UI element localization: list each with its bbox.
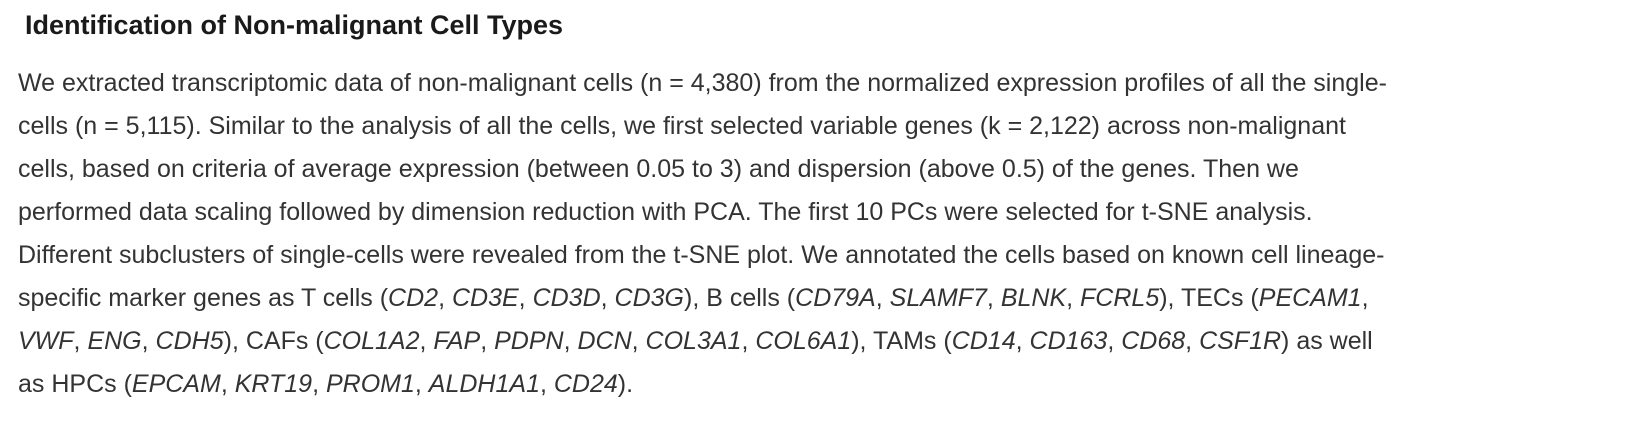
text-run: , bbox=[480, 327, 495, 355]
gene-name: PROM1 bbox=[325, 370, 415, 398]
text-run: Different subclusters of single-cells we… bbox=[18, 241, 1385, 269]
gene-name: ENG bbox=[87, 327, 142, 355]
text-run: , bbox=[1185, 327, 1200, 355]
paragraph-line: performed data scaling followed by dimen… bbox=[18, 191, 1618, 234]
gene-name: CD24 bbox=[553, 370, 618, 398]
gene-name: FAP bbox=[433, 327, 481, 355]
text-run: performed data scaling followed by dimen… bbox=[18, 198, 1313, 226]
text-run: , bbox=[631, 327, 646, 355]
text-run: , bbox=[414, 370, 429, 398]
text-run: , bbox=[73, 327, 88, 355]
text-run: , bbox=[312, 370, 326, 398]
gene-name: DCN bbox=[577, 327, 632, 355]
gene-name: FCRL5 bbox=[1080, 284, 1160, 312]
text-run: as HPCs ( bbox=[18, 370, 132, 398]
gene-name: PECAM1 bbox=[1258, 284, 1362, 312]
text-run: , bbox=[600, 284, 615, 312]
text-run: cells, based on criteria of average expr… bbox=[18, 155, 1299, 183]
text-run: , bbox=[563, 327, 578, 355]
text-run: ), CAFs ( bbox=[223, 327, 324, 355]
gene-name: CD3E bbox=[451, 284, 519, 312]
text-run: specific marker genes as T cells ( bbox=[18, 284, 389, 312]
text-run: , bbox=[518, 284, 533, 312]
gene-name: CD3G bbox=[614, 284, 685, 312]
text-run: , bbox=[141, 327, 156, 355]
paragraph-line: Different subclusters of single-cells we… bbox=[18, 234, 1618, 277]
text-run: , bbox=[438, 284, 452, 312]
gene-name: COL1A2 bbox=[323, 327, 420, 355]
section-paragraph: We extracted transcriptomic data of non-… bbox=[18, 62, 1618, 406]
gene-name: CD163 bbox=[1029, 327, 1108, 355]
gene-name: BLNK bbox=[1000, 284, 1067, 312]
gene-name: CD2 bbox=[388, 284, 439, 312]
gene-name: EPCAM bbox=[131, 370, 221, 398]
gene-name: CD79A bbox=[795, 284, 876, 312]
text-run: , bbox=[875, 284, 890, 312]
paragraph-line: cells, based on criteria of average expr… bbox=[18, 148, 1618, 191]
gene-name: VWF bbox=[18, 327, 74, 355]
text-run: , bbox=[1107, 327, 1122, 355]
text-run: ), B cells ( bbox=[684, 284, 796, 312]
gene-name: CD68 bbox=[1121, 327, 1186, 355]
gene-name: CD14 bbox=[951, 327, 1016, 355]
text-run: ). bbox=[617, 370, 634, 398]
paragraph-line: specific marker genes as T cells (CD2, C… bbox=[18, 277, 1618, 320]
text-run: , bbox=[1015, 327, 1030, 355]
gene-name: CD3D bbox=[532, 284, 601, 312]
gene-name: ALDH1A1 bbox=[428, 370, 540, 398]
gene-name: COL6A1 bbox=[755, 327, 852, 355]
gene-name: SLAMF7 bbox=[889, 284, 987, 312]
text-run: , bbox=[419, 327, 434, 355]
gene-name: PDPN bbox=[494, 327, 564, 355]
text-run: cells (n = 5,115). Similar to the analys… bbox=[18, 112, 1346, 140]
text-run: , bbox=[1361, 284, 1369, 312]
text-run: , bbox=[986, 284, 1001, 312]
text-run: ) as well bbox=[1281, 327, 1373, 355]
text-run: , bbox=[741, 327, 756, 355]
text-run: , bbox=[539, 370, 554, 398]
paragraph-line: cells (n = 5,115). Similar to the analys… bbox=[18, 105, 1618, 148]
gene-name: COL3A1 bbox=[645, 327, 742, 355]
section-heading: Identification of Non-malignant Cell Typ… bbox=[25, 10, 564, 40]
paragraph-line: as HPCs (EPCAM, KRT19, PROM1, ALDH1A1, C… bbox=[18, 363, 1618, 406]
gene-name: CDH5 bbox=[155, 327, 224, 355]
text-run: , bbox=[220, 370, 235, 398]
text-run: ), TAMs ( bbox=[851, 327, 952, 355]
paragraph-line: VWF, ENG, CDH5), CAFs (COL1A2, FAP, PDPN… bbox=[18, 320, 1618, 363]
gene-name: KRT19 bbox=[234, 370, 313, 398]
paragraph-line: We extracted transcriptomic data of non-… bbox=[18, 62, 1618, 105]
gene-name: CSF1R bbox=[1199, 327, 1282, 355]
text-run: We extracted transcriptomic data of non-… bbox=[18, 69, 1387, 97]
text-run: , bbox=[1066, 284, 1081, 312]
text-run: ), TECs ( bbox=[1159, 284, 1259, 312]
